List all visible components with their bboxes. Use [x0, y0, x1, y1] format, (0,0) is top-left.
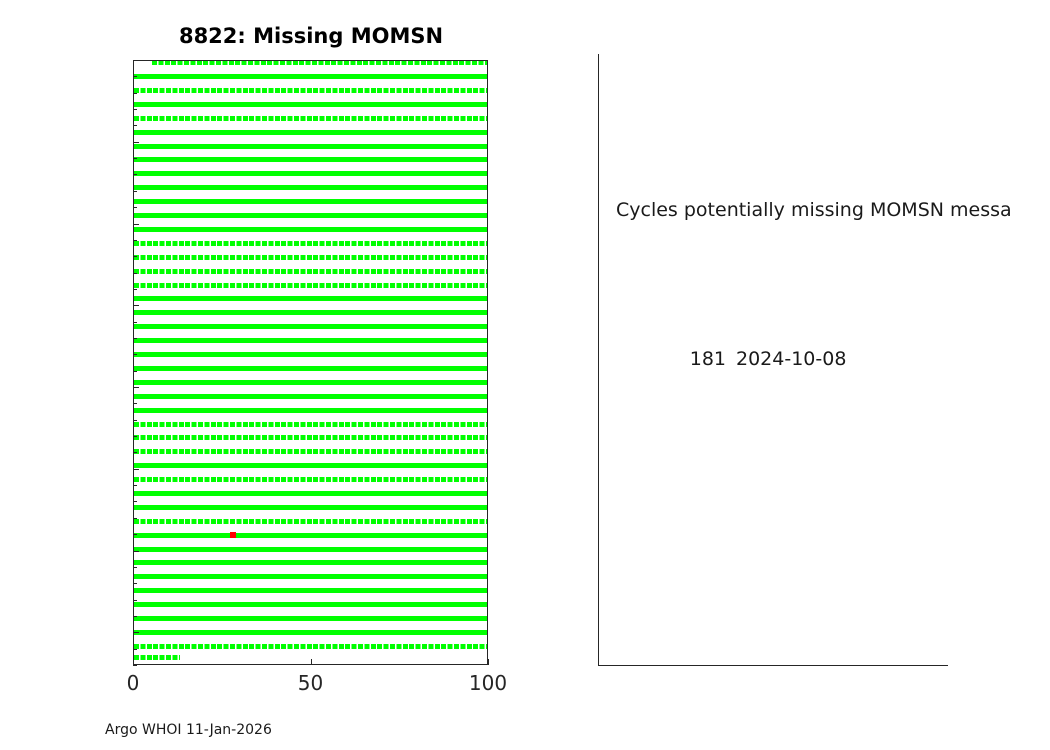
y-tick-minor [133, 207, 137, 209]
cycle-row [134, 101, 487, 107]
missing-momsn-marker [230, 532, 237, 539]
y-tick [133, 223, 139, 225]
y-tick-minor [133, 665, 137, 666]
y-tick-minor [133, 76, 137, 78]
x-tick [488, 659, 489, 665]
cycle-row [151, 61, 487, 66]
cycle-row [134, 199, 487, 205]
cycle-row [134, 560, 487, 566]
x-tick-label: 100 [468, 671, 508, 695]
cycle-row [134, 296, 487, 302]
panel-entry-cycle: 181 [689, 348, 726, 370]
y-tick-minor [133, 256, 137, 258]
cycle-row [134, 240, 487, 246]
cycle-row [134, 310, 487, 316]
cycle-row [134, 185, 487, 191]
cycle-row [134, 213, 487, 219]
panel-entry-date: 2024-10-08 [736, 348, 847, 370]
cycle-row [134, 171, 487, 177]
x-tick [310, 659, 312, 665]
cycle-row [134, 629, 487, 635]
cycle-row [134, 143, 487, 149]
cycle-row [134, 157, 487, 163]
y-tick-minor [133, 599, 137, 601]
cycle-row [134, 490, 487, 496]
cycle-row [134, 546, 487, 552]
y-tick-minor [133, 534, 137, 536]
y-tick-minor [133, 583, 137, 585]
x-tick [133, 659, 134, 665]
cycle-row [134, 655, 181, 661]
cycle-row [134, 268, 487, 274]
y-tick-minor [133, 354, 137, 356]
page-title: 8822: Missing MOMSN [178, 24, 444, 48]
cycle-row [134, 74, 487, 80]
y-tick-minor [133, 174, 137, 176]
cycle-row [134, 282, 487, 288]
cycle-row [134, 407, 487, 413]
y-tick-minor [133, 615, 137, 617]
missing-momsn-figure: 8822: Missing MOMSN 05001000150020002500… [105, 24, 508, 738]
y-tick [133, 632, 139, 634]
cycle-row [134, 87, 487, 93]
y-tick-minor [133, 109, 137, 111]
y-tick-minor [133, 321, 137, 323]
y-tick [133, 468, 139, 470]
cycle-row [134, 477, 487, 483]
y-tick-minor [133, 566, 137, 568]
cycle-row [134, 226, 487, 232]
cycle-row [134, 588, 487, 594]
y-tick-minor [133, 288, 137, 290]
cycle-row [134, 518, 487, 524]
y-tick-minor [133, 239, 137, 241]
y-tick-minor [133, 190, 137, 192]
y-tick-minor [133, 272, 137, 274]
y-tick [133, 550, 139, 552]
cycle-row [134, 254, 487, 260]
y-tick-minor [133, 419, 137, 421]
y-tick-minor [133, 485, 137, 487]
cycle-row [134, 421, 487, 427]
x-tick-label: 50 [297, 671, 324, 695]
cycle-row [134, 435, 487, 441]
y-tick [133, 141, 139, 143]
y-tick-minor [133, 403, 137, 405]
y-tick-minor [133, 370, 137, 372]
cycle-row [134, 463, 487, 469]
cycle-row [134, 115, 487, 121]
cycle-row [134, 504, 487, 510]
y-tick-minor [133, 648, 137, 650]
y-tick-minor [133, 517, 137, 519]
cycle-row [134, 338, 487, 344]
cycle-row [134, 574, 487, 580]
cycle-row [134, 616, 487, 622]
y-tick [133, 387, 139, 389]
cycle-row [134, 352, 487, 357]
cycle-row [134, 602, 487, 608]
plot-axes [133, 60, 488, 665]
cycle-row [134, 379, 487, 385]
y-tick [133, 305, 139, 307]
y-tick-minor [133, 337, 137, 339]
cycle-row [134, 129, 487, 135]
y-tick-minor [133, 158, 137, 160]
cycle-row [134, 643, 487, 649]
cycle-row [134, 324, 487, 330]
y-tick-minor [133, 125, 137, 127]
cycle-row [134, 365, 487, 371]
y-tick-minor [133, 501, 137, 503]
cycle-row [134, 393, 487, 399]
y-tick-minor [133, 436, 137, 438]
panel-heading: Cycles potentially missing MOMSN messa [616, 199, 1012, 221]
missing-momsn-panel [598, 54, 948, 666]
x-tick-label: 0 [126, 671, 140, 695]
y-tick-minor [133, 92, 137, 94]
footer-credit: Argo WHOI 11-Jan-2026 [105, 722, 272, 738]
cycle-row [134, 532, 487, 538]
y-tick [133, 60, 139, 61]
cycle-row [134, 449, 487, 455]
y-tick-minor [133, 452, 137, 454]
